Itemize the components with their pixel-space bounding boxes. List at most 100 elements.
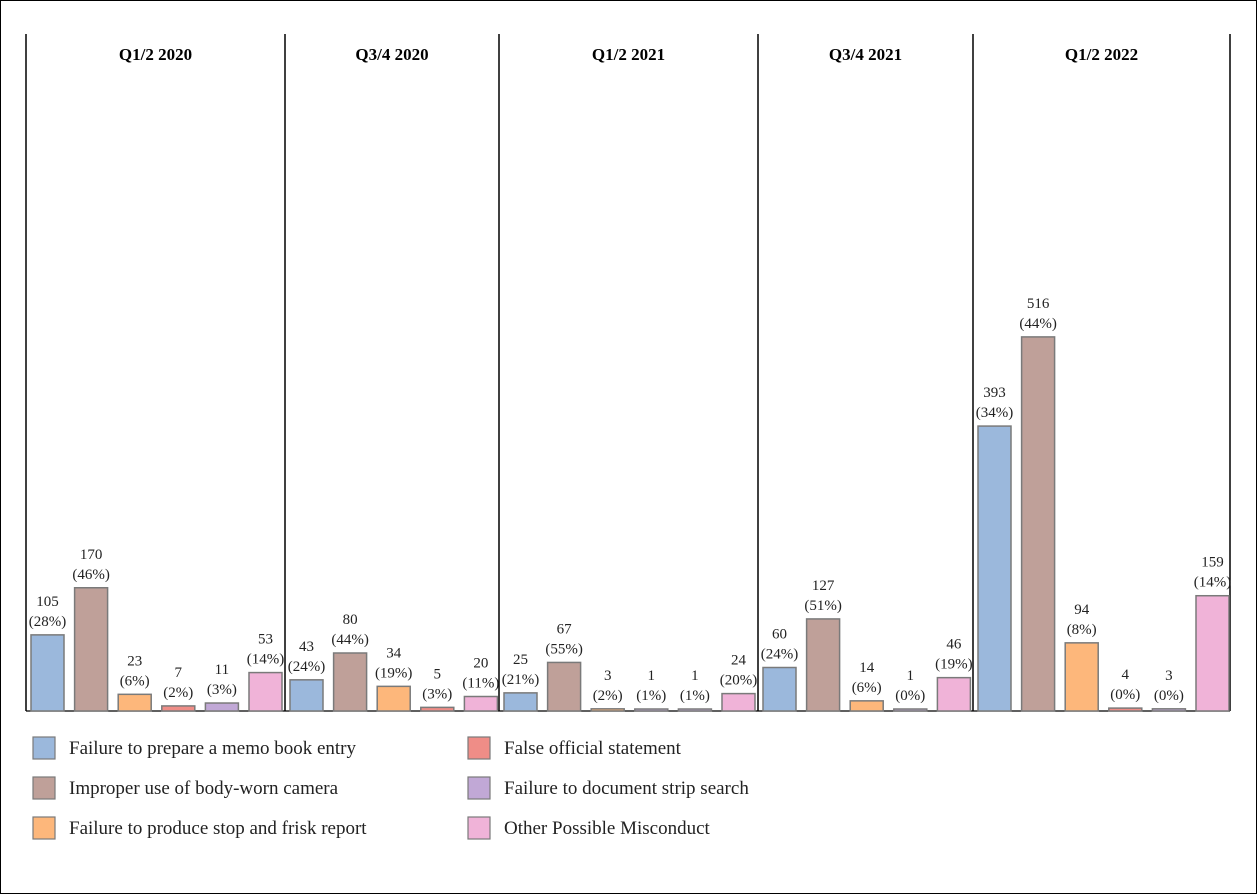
bar-value-label: 94 (1074, 602, 1090, 618)
bar-value-label: 34 (386, 645, 402, 661)
bar (805, 618, 841, 712)
bar-value-label: 1 (907, 668, 915, 684)
bar-value-label: 43 (299, 639, 314, 655)
bar-percent-label: (21%) (502, 672, 540, 688)
legend-label: Failure to document strip search (504, 778, 749, 799)
bar-percent-label: (11%) (462, 676, 499, 692)
bar (73, 587, 109, 712)
bar (936, 676, 972, 712)
bar-value-label: 23 (127, 653, 142, 669)
bar-percent-label: (20%) (720, 673, 758, 689)
bar-percent-label: (24%) (288, 659, 326, 675)
bar-value-label: 1 (691, 668, 699, 684)
bar (376, 685, 411, 712)
bar-value-label: 67 (557, 621, 573, 637)
bar-value-label: 159 (1201, 555, 1224, 571)
bar-value-label: 53 (258, 632, 273, 648)
bar (204, 702, 240, 712)
bar-value-label: 20 (473, 656, 488, 672)
legend-swatch (32, 776, 56, 800)
bar-percent-label: (6%) (120, 673, 150, 689)
bar-value-label: 14 (859, 660, 875, 676)
bar-value-label: 24 (731, 653, 747, 669)
bar-value-label: 1 (648, 668, 656, 684)
bar-percent-label: (0%) (1154, 688, 1184, 704)
bar-value-label: 5 (434, 666, 442, 682)
legend-swatch (467, 776, 491, 800)
legend-swatch (467, 736, 491, 760)
bar-percent-label: (44%) (331, 632, 369, 648)
bar (762, 666, 797, 712)
bar-value-label: 170 (80, 547, 103, 563)
legend-swatch (32, 736, 56, 760)
bar-percent-label: (0%) (895, 688, 925, 704)
legend-label: Failure to produce stop and frisk report (69, 818, 367, 839)
bar-percent-label: (34%) (976, 405, 1014, 421)
bar (721, 692, 756, 712)
panel-title: Q1/2 2020 (119, 45, 192, 64)
bar (893, 708, 928, 712)
bar (1195, 594, 1230, 712)
bar-percent-label: (1%) (636, 688, 666, 704)
bar-percent-label: (3%) (422, 686, 452, 702)
panel-title: Q3/4 2020 (355, 45, 428, 64)
bar (30, 634, 65, 712)
bar-percent-label: (28%) (29, 614, 67, 630)
bar-value-label: 3 (1165, 668, 1173, 684)
bar (463, 695, 499, 712)
bar (332, 652, 368, 712)
bar-value-label: 80 (343, 612, 358, 628)
bar-percent-label: (14%) (247, 652, 285, 668)
bar-percent-label: (55%) (545, 641, 583, 657)
bar (1020, 336, 1056, 712)
bar-percent-label: (2%) (593, 688, 623, 704)
bar-value-label: 25 (513, 652, 528, 668)
bar-percent-label: (24%) (761, 647, 799, 663)
bar-percent-label: (8%) (1067, 622, 1097, 638)
bar (1064, 642, 1099, 712)
bar (977, 425, 1012, 712)
bar (117, 693, 152, 712)
legend-label: False official statement (504, 738, 682, 759)
bar-percent-label: (0%) (1110, 687, 1140, 703)
legend-swatch (32, 816, 56, 840)
bar-value-label: 105 (36, 594, 59, 610)
bar-value-label: 46 (946, 637, 962, 653)
bar-value-label: 516 (1027, 296, 1050, 312)
bar (289, 679, 324, 712)
bar (161, 705, 196, 712)
bar-percent-label: (2%) (163, 685, 193, 701)
bar-value-label: 127 (812, 578, 835, 594)
bar-percent-label: (44%) (1019, 316, 1057, 332)
legend-label: Improper use of body-worn camera (69, 778, 339, 799)
bar-percent-label: (51%) (804, 598, 842, 614)
bar (1151, 708, 1187, 712)
bar (546, 661, 582, 712)
bar-percent-label: (6%) (852, 680, 882, 696)
bar (248, 671, 283, 712)
legend-label: Failure to prepare a memo book entry (69, 738, 357, 759)
bar-percent-label: (19%) (935, 657, 973, 673)
bar-value-label: 60 (772, 627, 787, 643)
bar-percent-label: (14%) (1194, 575, 1232, 591)
bar-percent-label: (3%) (207, 682, 237, 698)
bar (677, 708, 713, 712)
panel-title: Q3/4 2021 (829, 45, 902, 64)
bar-percent-label: (46%) (72, 567, 110, 583)
bar (590, 708, 625, 712)
bar-value-label: 11 (215, 662, 229, 678)
legend-label: Other Possible Misconduct (504, 818, 711, 839)
bar-value-label: 393 (983, 385, 1006, 401)
bar-value-label: 7 (175, 665, 183, 681)
bar (1108, 707, 1143, 712)
bar-value-label: 4 (1122, 667, 1130, 683)
bar (503, 692, 538, 712)
legend-swatch (467, 816, 491, 840)
bar (420, 706, 455, 712)
bar-percent-label: (19%) (375, 665, 413, 681)
bar-percent-label: (1%) (680, 688, 710, 704)
bar-value-label: 3 (604, 668, 612, 684)
bar (849, 700, 884, 712)
panel-title: Q1/2 2022 (1065, 45, 1138, 64)
